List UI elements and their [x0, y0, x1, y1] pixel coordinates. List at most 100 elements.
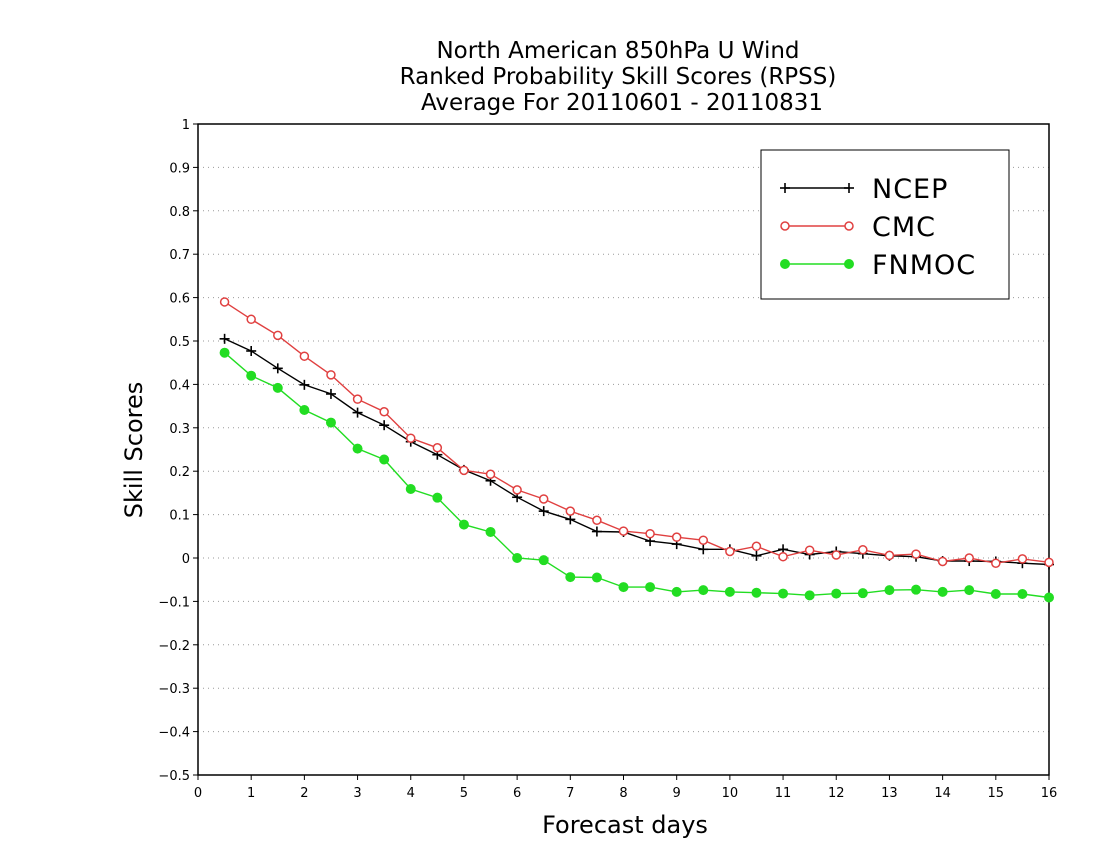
y-axis-label: Skill Scores [120, 382, 148, 519]
y-tick-label: 0.3 [169, 422, 190, 437]
data-point-ncep [325, 388, 336, 399]
data-point-ncep [272, 363, 283, 374]
data-point-cmc [273, 330, 283, 341]
data-point-ncep [751, 550, 762, 561]
data-point-fnmoc [352, 443, 363, 454]
legend-marker-fnmoc [844, 259, 854, 269]
y-tick-label: 0.4 [169, 378, 190, 393]
x-tick-label: 7 [566, 786, 574, 801]
data-point-fnmoc [512, 553, 523, 563]
x-tick-label: 1 [247, 786, 255, 801]
data-point-cmc [485, 469, 496, 479]
title-line-3: Average For 20110601 - 20110831 [421, 90, 823, 116]
data-point-cmc [751, 541, 762, 552]
data-point-ncep [352, 407, 363, 418]
data-point-cmc [246, 314, 256, 325]
legend-marker-ncep [780, 183, 790, 193]
data-point-fnmoc [804, 590, 815, 601]
data-point-cmc [352, 394, 363, 404]
y-tick-label: −0.2 [158, 639, 190, 654]
data-point-cmc [778, 551, 788, 562]
y-tick-label: 0 [182, 552, 190, 567]
data-point-fnmoc [591, 572, 602, 583]
data-point-fnmoc [246, 370, 257, 381]
gridlines [198, 166, 1049, 733]
series-line-fnmoc [224, 352, 1050, 599]
x-tick-label: 5 [460, 786, 468, 801]
data-point-cmc [459, 465, 469, 476]
x-tick-label: 9 [673, 786, 681, 801]
data-point-fnmoc [937, 586, 948, 597]
legend: NCEP CMC FNMOC [760, 149, 1010, 300]
data-point-ncep [219, 333, 230, 344]
series-line-ncep [224, 338, 1050, 566]
data-point-fnmoc [405, 483, 416, 494]
legend-label-cmc: CMC [872, 212, 936, 243]
data-point-fnmoc [299, 405, 310, 416]
y-tick-label: −0.1 [158, 595, 190, 610]
data-point-fnmoc [831, 588, 842, 599]
data-point-fnmoc [698, 585, 709, 596]
data-point-cmc [937, 556, 948, 567]
data-point-fnmoc [645, 582, 656, 593]
data-point-fnmoc [458, 519, 469, 530]
legend-marker-cmc [844, 221, 854, 231]
x-tick-label: 3 [353, 786, 361, 801]
data-point-cmc [911, 549, 921, 559]
legend-marker-fnmoc [780, 259, 790, 269]
y-tick-label: 0.5 [169, 335, 190, 350]
data-point-cmc [432, 443, 443, 453]
data-point-fnmoc [1044, 592, 1054, 603]
x-tick-label: 8 [619, 786, 627, 801]
data-point-cmc [884, 550, 895, 561]
x-tick-label: 11 [775, 786, 792, 801]
data-point-fnmoc [778, 588, 789, 599]
data-point-cmc [645, 528, 655, 539]
x-tick-label: 0 [194, 786, 202, 801]
x-axis-label: Forecast days [542, 811, 708, 839]
data-point-fnmoc [990, 589, 1001, 600]
data-point-fnmoc [538, 555, 549, 566]
data-point-fnmoc [219, 347, 230, 358]
data-point-cmc [406, 433, 416, 443]
data-point-fnmoc [964, 585, 975, 596]
data-point-fnmoc [1017, 589, 1028, 600]
y-tick-label: −0.5 [158, 769, 190, 784]
y-tick-label: 1 [182, 118, 190, 133]
legend-marker-ncep [844, 183, 854, 193]
x-tick-label: 12 [828, 786, 845, 801]
y-tick-label: 0.6 [169, 292, 190, 307]
data-point-cmc [326, 370, 336, 380]
data-point-cmc [725, 546, 735, 557]
data-point-cmc [831, 550, 841, 560]
data-point-fnmoc [325, 417, 336, 428]
legend-label-ncep: NCEP [872, 174, 948, 205]
x-tick-label: 2 [300, 786, 308, 801]
data-point-ncep [246, 345, 257, 356]
y-tick-label: 0.9 [169, 161, 190, 176]
data-point-fnmoc [485, 526, 496, 537]
legend-label-fnmoc: FNMOC [872, 250, 976, 281]
data-point-cmc [618, 526, 629, 536]
data-point-cmc [804, 545, 815, 555]
data-point-cmc [592, 515, 602, 525]
y-tick-label: −0.3 [158, 682, 190, 697]
data-point-fnmoc [724, 586, 735, 597]
legend-marker-cmc [780, 221, 790, 231]
x-tick-label: 6 [513, 786, 521, 801]
data-point-fnmoc [618, 582, 629, 593]
x-tick-label: 13 [881, 786, 898, 801]
x-tick-label: 16 [1041, 786, 1058, 801]
y-tick-label: −0.4 [158, 726, 190, 741]
data-point-ncep [698, 544, 709, 555]
series-lines [219, 297, 1054, 603]
data-point-cmc [1044, 557, 1054, 568]
y-tick-label: 0.7 [169, 248, 190, 263]
data-point-fnmoc [857, 588, 868, 599]
data-point-cmc [565, 506, 576, 516]
x-tick-label: 15 [988, 786, 1005, 801]
data-point-fnmoc [565, 572, 576, 583]
data-point-cmc [538, 494, 549, 504]
data-point-ncep [591, 526, 602, 537]
